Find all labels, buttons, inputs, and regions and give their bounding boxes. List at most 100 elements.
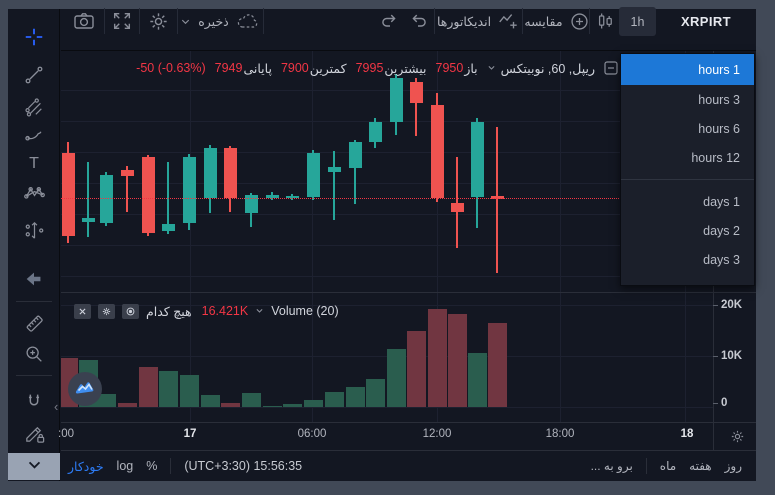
save-layout-button[interactable]: ذخیره <box>180 0 260 42</box>
toolbar-divider <box>177 8 178 34</box>
body up <box>161 224 175 231</box>
sidebar-collapse-button[interactable] <box>8 453 60 480</box>
compare-button[interactable]: مقایسه <box>524 0 590 42</box>
brush-icon <box>23 124 45 151</box>
time-axis-settings-button[interactable] <box>729 428 746 450</box>
arrow-left-icon <box>23 268 45 295</box>
status-divider <box>170 458 172 474</box>
symbol-button[interactable]: XRPIRT <box>663 0 749 42</box>
vbar vdown <box>487 323 507 407</box>
indicator-settings-button[interactable] <box>98 303 115 319</box>
time-axis-label: :00 <box>58 428 74 440</box>
vbar vdown <box>447 314 467 407</box>
redo-button[interactable] <box>376 0 404 42</box>
pane-collapse-handle[interactable]: ‹ <box>54 399 59 414</box>
text-tool-button[interactable]: T <box>8 147 60 181</box>
hide-drawings-button[interactable] <box>8 264 60 298</box>
vbar vdown <box>427 309 447 407</box>
cloud-icon <box>236 12 260 30</box>
range-day-button[interactable]: روز <box>724 459 742 473</box>
legend-high: بیشترین 7995 <box>355 61 427 76</box>
hgrid <box>61 245 713 246</box>
hgrid <box>61 152 713 153</box>
brush-tool-button[interactable] <box>8 120 60 154</box>
interval-option-hours-3[interactable]: hours 3 <box>698 92 740 107</box>
interval-button[interactable]: 1h <box>619 7 656 36</box>
legend-collapse-icon[interactable] <box>604 61 618 75</box>
legend-title: ریپل, 60, نوبیتکس <box>500 61 595 76</box>
range-month-button[interactable]: ماه <box>659 459 677 473</box>
volume-source-label: هیچ کدام <box>146 304 192 319</box>
menu-divider <box>621 179 754 180</box>
gear-icon <box>147 10 170 33</box>
interval-option-days-1[interactable]: days 1 <box>703 194 740 209</box>
body down <box>141 157 155 233</box>
vgrid <box>312 51 313 422</box>
interval-option-days-3[interactable]: days 3 <box>703 252 740 267</box>
compare-plus-icon <box>569 11 590 32</box>
measure-tool-button[interactable] <box>8 309 60 343</box>
body up <box>306 153 320 197</box>
crosshair-tool-button[interactable] <box>8 22 60 56</box>
body down <box>450 203 464 212</box>
wick down <box>415 78 417 136</box>
chart-style-button[interactable] <box>592 0 618 42</box>
hgrid <box>61 183 713 184</box>
indicator-source-button[interactable] <box>122 303 139 319</box>
gann-fibonacci-tool-button[interactable] <box>8 92 60 126</box>
interval-option-days-2[interactable]: days 2 <box>703 223 740 238</box>
interval-option-hours-6[interactable]: hours 6 <box>698 121 740 136</box>
wick up <box>87 162 89 237</box>
log-scale-button[interactable]: log <box>116 459 134 473</box>
body down <box>223 148 237 198</box>
vbar vdown <box>406 331 426 407</box>
body up <box>244 195 258 213</box>
body up <box>327 167 341 172</box>
time-axis[interactable] <box>61 423 756 450</box>
hgrid <box>61 90 713 91</box>
legend-title-group[interactable]: ریپل, 60, نوبیتکس <box>487 61 595 76</box>
axis-tick <box>713 403 718 404</box>
magnet-tool-button[interactable] <box>8 387 60 421</box>
legend-open: باز 7950 <box>435 61 478 76</box>
vbar vup <box>365 379 385 407</box>
chevron-down-icon[interactable] <box>255 304 264 318</box>
drawing-mode-tool-button[interactable] <box>8 419 60 453</box>
status-bar-divider <box>61 450 756 451</box>
indicators-label: اندیکاتورها <box>436 14 492 29</box>
chart-settings-button[interactable] <box>141 0 175 42</box>
percent-scale-button[interactable]: % <box>146 459 158 473</box>
interval-option-hours-12[interactable]: hours 12 <box>691 150 740 165</box>
vbar vup <box>179 375 199 407</box>
auto-scale-button[interactable]: خودکار <box>68 459 104 474</box>
wick up <box>333 151 335 220</box>
interval-option-hours-1[interactable]: hours 1 <box>621 54 754 85</box>
redo-icon <box>380 11 400 31</box>
undo-button[interactable] <box>404 0 432 42</box>
toolbar-divider <box>522 8 523 34</box>
wick down <box>126 166 128 212</box>
compare-label: مقایسه <box>524 14 563 29</box>
remove-indicator-button[interactable] <box>74 303 91 319</box>
goto-date-button[interactable]: برو به ... <box>590 459 633 473</box>
fullscreen-button[interactable] <box>106 0 138 42</box>
volume-indicator-label[interactable]: Volume (20) <box>271 304 339 318</box>
xabcd-pattern-tool-button[interactable] <box>8 180 60 214</box>
screenshot-button[interactable] <box>66 0 102 42</box>
time-axis-label: 18 <box>680 428 694 440</box>
chart-plot-area[interactable] <box>61 51 713 422</box>
symbol-label: XRPIRT <box>680 13 732 29</box>
vbar vup <box>324 392 344 407</box>
zoom-in-tool-button[interactable] <box>8 339 60 373</box>
range-week-button[interactable]: هفته <box>689 459 712 473</box>
vbar vdown <box>117 403 137 407</box>
trend-line-tool-button[interactable] <box>8 60 60 94</box>
clock[interactable]: (UTC+3:30) 15:56:35 <box>184 459 303 473</box>
indicators-icon <box>497 10 519 32</box>
body up <box>182 157 196 223</box>
indicators-button[interactable]: اندیکاتورها <box>437 0 519 42</box>
projection-tool-button[interactable] <box>8 216 60 250</box>
axis-tick <box>713 305 718 306</box>
sidebar-divider <box>16 301 52 302</box>
pane-divider[interactable] <box>61 292 756 293</box>
